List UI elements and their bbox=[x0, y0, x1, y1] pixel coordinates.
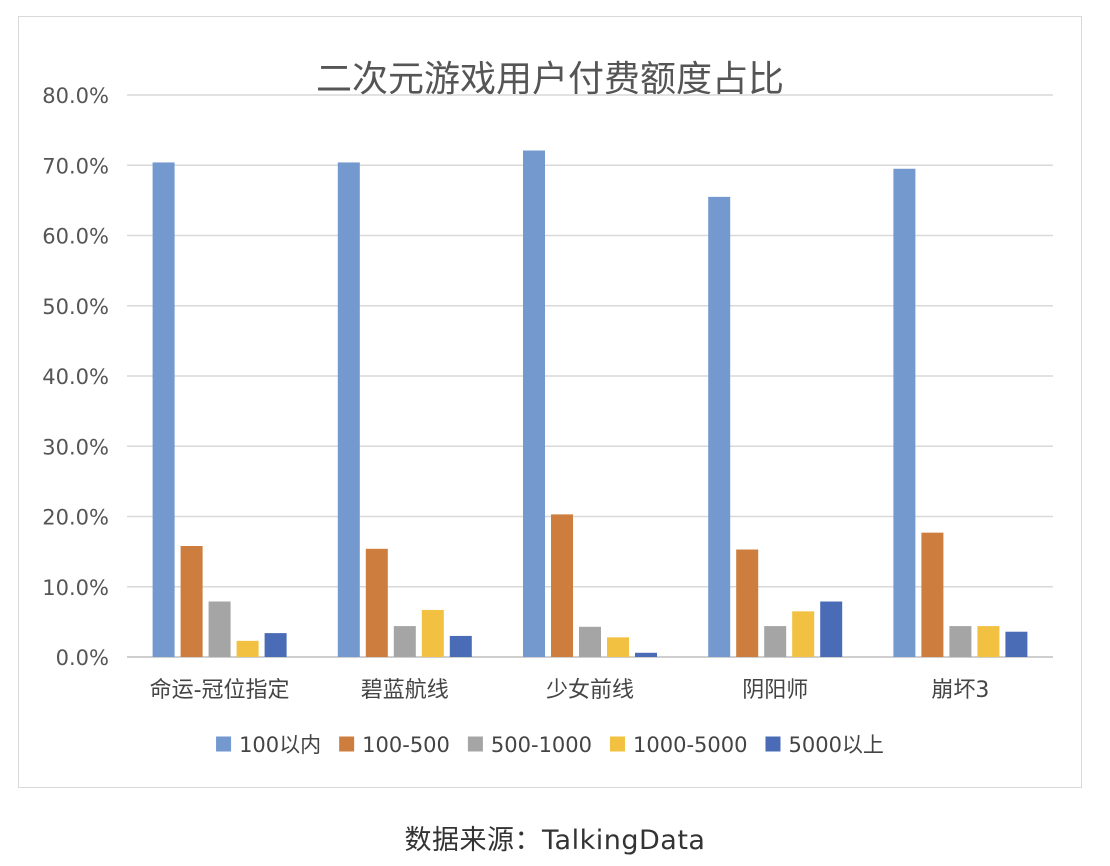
x-axis-labels: 命运-冠位指定 碧蓝航线 少女前线 阴阳师 崩坏3 bbox=[150, 678, 990, 703]
bar bbox=[264, 633, 287, 657]
x-tick-label: 碧蓝航线 bbox=[361, 678, 449, 703]
y-tick-label: 0.0% bbox=[56, 646, 109, 670]
x-tick-label: 少女前线 bbox=[546, 678, 634, 703]
legend-item: 5000以上 bbox=[765, 733, 884, 757]
y-axis-ticks: 0.0% 10.0% 20.0% 30.0% 40.0% 50.0% 60.0% 70.0% 8… bbox=[42, 84, 109, 670]
bar bbox=[708, 196, 731, 658]
bar bbox=[607, 637, 629, 657]
legend-label: 100以内 bbox=[239, 733, 321, 757]
x-tick-label: 阴阳师 bbox=[742, 678, 808, 703]
bar bbox=[635, 652, 657, 657]
legend-label: 1000-5000 bbox=[633, 733, 747, 757]
legend: 100以内 100-500 500-1000 1000-5000 5000以上 bbox=[216, 733, 884, 757]
legend-swatch bbox=[216, 736, 232, 752]
source-note: 数据来源：TalkingData bbox=[404, 825, 706, 856]
bar bbox=[949, 626, 972, 657]
grid-lines bbox=[127, 94, 1053, 658]
legend-item: 500-1000 bbox=[467, 733, 592, 757]
y-tick-label: 80.0% bbox=[42, 84, 109, 108]
legend-label: 100-500 bbox=[362, 733, 450, 757]
chart-frame: 二次元游戏用户付费额度占比 0.0% 10.0% 20.0% 30.0% 40.0% 50… bbox=[18, 16, 1082, 788]
bar bbox=[820, 601, 843, 657]
bar bbox=[236, 640, 259, 657]
legend-item: 100-500 bbox=[339, 733, 450, 757]
legend-swatch bbox=[339, 736, 355, 752]
bar bbox=[551, 514, 573, 657]
bar bbox=[1005, 631, 1028, 657]
legend-label: 500-1000 bbox=[491, 733, 592, 757]
bar bbox=[921, 532, 944, 657]
x-tick-label: 命运-冠位指定 bbox=[150, 678, 290, 703]
bars bbox=[152, 150, 1028, 658]
bar bbox=[579, 626, 601, 657]
bar bbox=[764, 626, 787, 657]
y-tick-label: 40.0% bbox=[42, 365, 109, 389]
bar-chart: 二次元游戏用户付费额度占比 0.0% 10.0% 20.0% 30.0% 40.0% 50… bbox=[42, 59, 1053, 757]
bar bbox=[152, 162, 175, 657]
legend-swatch bbox=[467, 736, 483, 752]
y-tick-label: 10.0% bbox=[42, 576, 109, 600]
bar bbox=[180, 546, 203, 657]
chart-title: 二次元游戏用户付费额度占比 bbox=[316, 59, 784, 100]
legend-swatch bbox=[610, 736, 626, 752]
legend-swatch bbox=[765, 736, 781, 752]
bar bbox=[792, 611, 815, 657]
legend-item: 100以内 bbox=[216, 733, 321, 757]
bar bbox=[893, 168, 916, 657]
y-tick-label: 20.0% bbox=[42, 506, 109, 530]
y-tick-label: 60.0% bbox=[42, 225, 109, 249]
bar bbox=[523, 150, 545, 657]
bar bbox=[365, 548, 388, 657]
y-tick-label: 50.0% bbox=[42, 295, 109, 319]
y-tick-label: 30.0% bbox=[42, 435, 109, 459]
legend-item: 1000-5000 bbox=[610, 733, 747, 757]
bar bbox=[337, 162, 360, 657]
bar bbox=[977, 626, 1000, 657]
bar bbox=[449, 635, 472, 657]
y-tick-label: 70.0% bbox=[42, 154, 109, 178]
legend-label: 5000以上 bbox=[788, 733, 883, 757]
x-tick-label: 崩坏3 bbox=[931, 678, 989, 703]
bar bbox=[393, 626, 416, 657]
bar bbox=[421, 609, 444, 657]
bar bbox=[736, 549, 759, 657]
bar bbox=[208, 601, 231, 657]
